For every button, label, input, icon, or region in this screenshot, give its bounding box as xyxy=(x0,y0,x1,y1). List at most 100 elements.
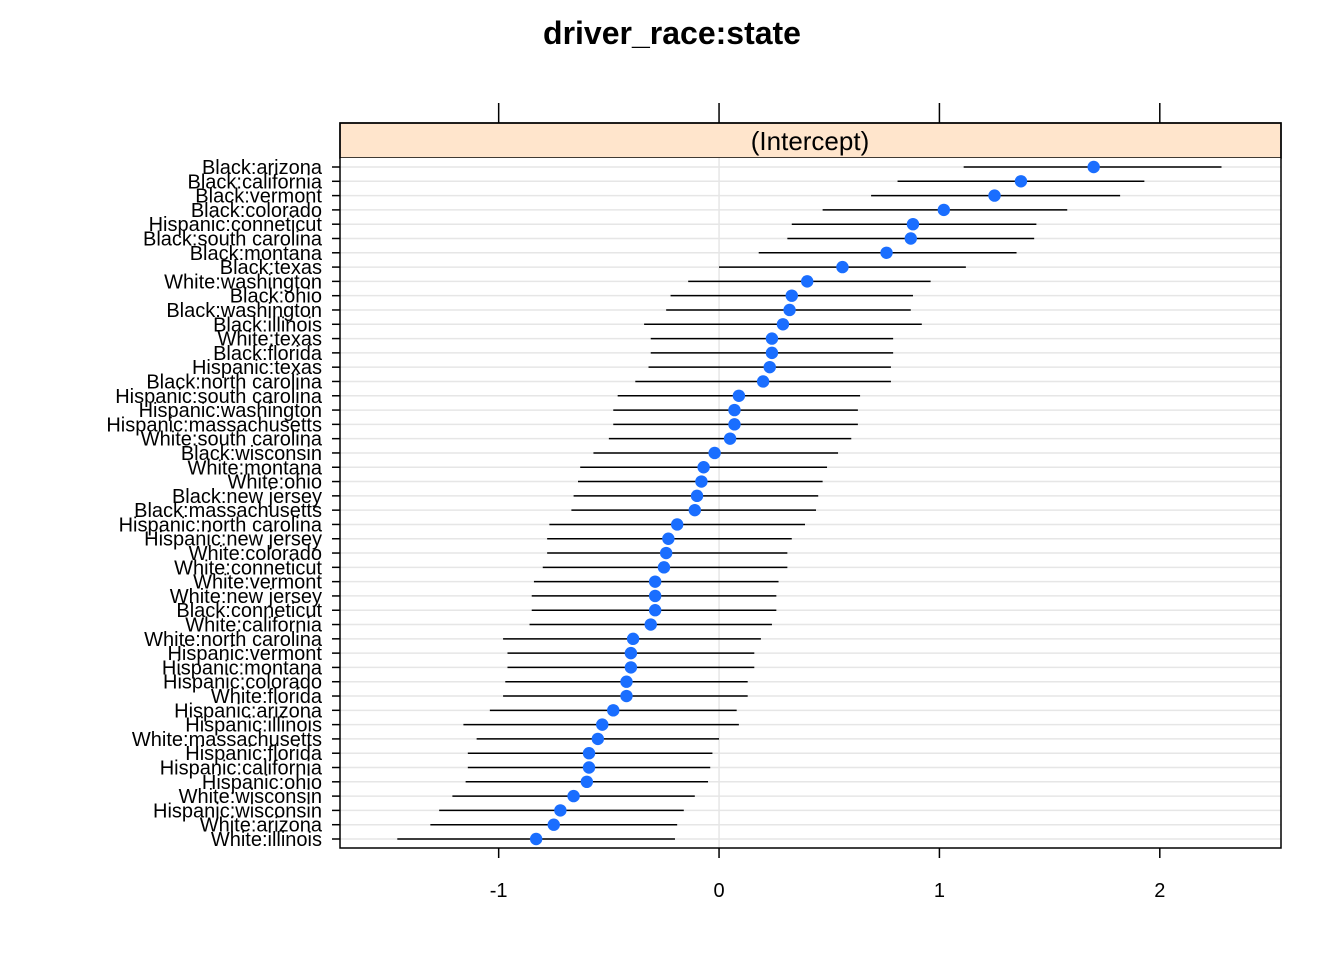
data-point xyxy=(688,503,702,517)
strip-label: (Intercept) xyxy=(751,126,870,156)
category-label: White:california xyxy=(185,615,323,637)
point-layer xyxy=(529,160,1100,846)
data-point xyxy=(1087,160,1100,174)
data-point xyxy=(904,232,917,245)
panel-border xyxy=(339,122,1282,849)
data-point xyxy=(988,189,1001,202)
category-label: Hispanic:conneticut xyxy=(149,214,323,236)
category-label: Black:florida xyxy=(213,343,323,365)
data-point xyxy=(728,418,741,431)
category-label: White:vermont xyxy=(193,572,322,594)
data-point xyxy=(547,818,560,831)
category-label: Hispanic:washington xyxy=(139,400,322,422)
data-point xyxy=(1014,175,1028,188)
category-label: Black:north carolina xyxy=(146,371,323,393)
category-label: Hispanic:florida xyxy=(185,743,323,765)
data-point xyxy=(620,689,633,703)
category-label: Black:montana xyxy=(190,243,323,265)
category-label: Hispanic:north carolina xyxy=(119,514,323,536)
data-point xyxy=(582,761,596,774)
category-label: Black:illinois xyxy=(213,314,322,336)
data-point xyxy=(732,389,746,402)
data-point xyxy=(648,604,662,617)
category-label: Black:wisconsin xyxy=(181,443,322,465)
data-point xyxy=(620,675,633,688)
category-label: Hispanic:new jersey xyxy=(144,529,322,551)
x-tick-label: 0 xyxy=(713,880,724,902)
category-axis: Black:arizonaBlack:californiaBlack:vermo… xyxy=(106,157,340,851)
data-point xyxy=(670,518,684,531)
data-point xyxy=(756,375,770,388)
data-point xyxy=(690,489,704,503)
category-label: White:conneticut xyxy=(174,557,322,579)
x-tick-label: 2 xyxy=(1154,880,1165,902)
category-label: Hispanic:ohio xyxy=(202,772,322,794)
data-point xyxy=(648,575,662,588)
data-point xyxy=(644,618,657,631)
data-point xyxy=(659,546,673,560)
category-label: Hispanic:arizona xyxy=(174,700,323,722)
data-point xyxy=(648,589,662,603)
category-label: White:north carolina xyxy=(144,629,323,651)
chart-title: driver_race:state xyxy=(543,15,801,51)
category-label: White:south carolina xyxy=(141,429,323,451)
data-point xyxy=(624,661,638,674)
category-label: Black:california xyxy=(187,171,322,193)
data-point xyxy=(765,332,779,345)
strip-background xyxy=(339,122,1282,159)
category-label: White:massachusetts xyxy=(132,729,322,751)
data-point xyxy=(800,275,814,288)
category-label: Hispanic:vermont xyxy=(167,643,322,665)
data-point xyxy=(708,446,721,460)
data-point xyxy=(596,718,609,731)
category-label: White:washington xyxy=(164,271,322,293)
category-label: Hispanic:texas xyxy=(192,357,322,379)
data-point xyxy=(723,432,737,445)
data-point xyxy=(580,775,594,789)
data-point xyxy=(937,203,951,217)
data-point xyxy=(657,561,671,574)
plot-panel: (Intercept) xyxy=(339,122,1282,849)
x-tick-label: 1 xyxy=(934,880,945,902)
data-point xyxy=(695,475,708,488)
data-point xyxy=(836,260,849,274)
data-point xyxy=(783,303,796,317)
category-label: Black:texas xyxy=(220,257,322,279)
category-label: Hispanic:montana xyxy=(162,657,323,679)
data-point xyxy=(529,832,543,846)
data-point xyxy=(763,360,776,374)
category-label: White:new jersey xyxy=(170,586,322,608)
category-label: White:arizona xyxy=(200,815,323,837)
x-axis: -1 0 1 2 xyxy=(490,103,1165,902)
plot-area xyxy=(340,158,1281,848)
data-point xyxy=(582,747,596,760)
category-label: White:illinois xyxy=(211,829,322,851)
data-point xyxy=(880,246,893,259)
data-point xyxy=(591,732,605,746)
data-point xyxy=(626,632,640,646)
category-label: Black:washington xyxy=(166,300,322,322)
data-point xyxy=(785,289,798,302)
category-label: Hispanic:illinois xyxy=(185,715,322,737)
category-label: Black:colorado xyxy=(191,200,322,222)
category-label: White:montana xyxy=(187,457,322,479)
data-point xyxy=(728,403,741,417)
data-point xyxy=(906,217,920,231)
category-label: Hispanic:south carolina xyxy=(115,386,323,408)
category-label: Black:vermont xyxy=(195,186,322,208)
data-point xyxy=(554,804,567,817)
category-label: Hispanic:massachusetts xyxy=(106,414,322,436)
category-label: White:florida xyxy=(211,686,323,708)
category-label: Hispanic:california xyxy=(160,758,323,780)
data-point xyxy=(567,789,580,803)
category-label: White:wisconsin xyxy=(179,786,322,808)
data-point xyxy=(662,532,675,545)
category-label: Black:arizona xyxy=(202,157,323,179)
category-label: Black:south carolina xyxy=(143,228,323,250)
data-point xyxy=(624,646,638,660)
data-point xyxy=(697,461,710,474)
category-label: Black:massachusetts xyxy=(134,500,322,522)
category-label: Hispanic:wisconsin xyxy=(153,800,322,822)
data-point xyxy=(776,318,790,331)
